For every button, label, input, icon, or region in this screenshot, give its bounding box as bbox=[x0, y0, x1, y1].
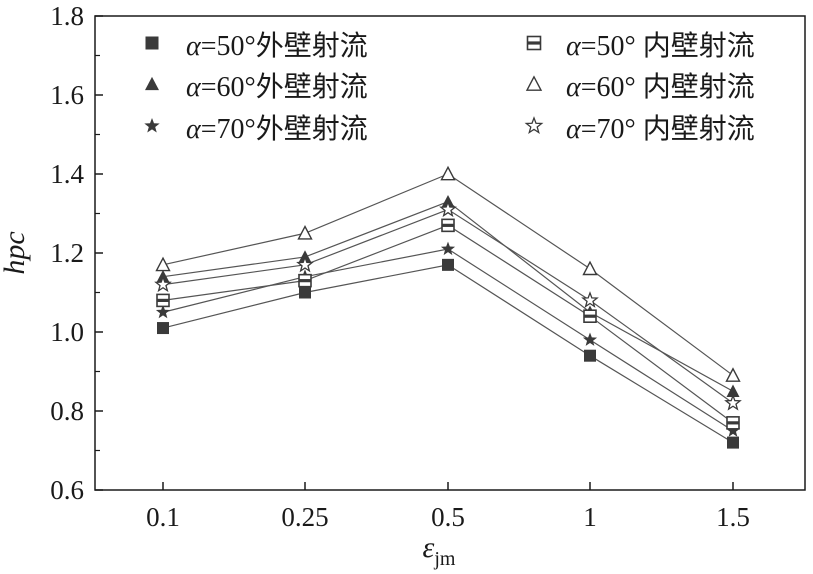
data-point-s6-1 bbox=[154, 275, 172, 293]
legend-entry-5: α=60° 内壁射流 bbox=[525, 71, 755, 103]
legend-label-2: α=60°外壁射流 bbox=[186, 71, 368, 103]
legend-alpha-symbol: α bbox=[186, 72, 202, 103]
y-tick-label: 1.4 bbox=[50, 159, 84, 189]
legend-alpha-symbol: α bbox=[186, 31, 202, 62]
data-point-s5-5 bbox=[725, 367, 741, 382]
legend-entry-6: α=70° 内壁射流 bbox=[524, 113, 755, 145]
y-tick-label: 1.0 bbox=[50, 317, 84, 347]
x-tick-label: 0.1 bbox=[146, 502, 180, 532]
legend-label-text: =60° 内壁射流 bbox=[581, 71, 755, 103]
data-point-s1-1 bbox=[157, 322, 169, 335]
legend-label-text: =50° 内壁射流 bbox=[581, 30, 755, 62]
data-point-s6-2 bbox=[296, 255, 314, 273]
data-point-s1-2 bbox=[299, 286, 311, 299]
y-tick-label: 1.6 bbox=[50, 80, 84, 110]
data-point-s6-3 bbox=[439, 200, 457, 218]
x-tick-label: 0.25 bbox=[281, 502, 328, 532]
x-tick-label: 1 bbox=[583, 502, 597, 532]
x-axis-title: εjm bbox=[423, 531, 456, 570]
legend-label-text: =60°外壁射流 bbox=[201, 71, 368, 103]
legend-label-6: α=70° 内壁射流 bbox=[566, 113, 755, 145]
x-axis-title-main: ε bbox=[423, 531, 435, 564]
data-point-s6-4 bbox=[581, 291, 599, 308]
x-axis-title-subscript: jm bbox=[433, 548, 456, 570]
data-point-s4-2 bbox=[298, 273, 312, 288]
legend-label-text: =70° 内壁射流 bbox=[581, 113, 755, 145]
y-axis-title: hpc bbox=[0, 231, 31, 274]
series-markers bbox=[154, 165, 742, 449]
legend-marker-1 bbox=[145, 36, 159, 50]
legend-marker-6 bbox=[524, 116, 544, 135]
data-point-s1-4 bbox=[584, 349, 596, 362]
y-tick-label: 0.8 bbox=[50, 396, 84, 426]
legend-marker-2 bbox=[145, 76, 159, 91]
legend-alpha-symbol: α bbox=[186, 114, 202, 145]
legend-label-3: α=70°外壁射流 bbox=[186, 113, 368, 145]
series-line-1 bbox=[162, 264, 734, 444]
legend-alpha-symbol: α bbox=[566, 114, 582, 145]
x-tick-label: 1.5 bbox=[716, 502, 750, 532]
legend-marker-5 bbox=[525, 75, 543, 91]
y-tick-label: 0.6 bbox=[50, 475, 84, 505]
legend-label-text: =70°外壁射流 bbox=[201, 113, 368, 145]
legend-alpha-symbol: α bbox=[566, 31, 582, 62]
data-point-s3-4 bbox=[582, 332, 598, 346]
data-point-s3-5 bbox=[725, 423, 741, 437]
data-point-s3-1 bbox=[155, 304, 171, 319]
legend-label-text: =50°外壁射流 bbox=[201, 30, 368, 62]
legend-marker-4 bbox=[526, 35, 542, 51]
y-tick-label: 1.8 bbox=[50, 1, 84, 31]
x-axis: 0.1 0.25 0.5 1 1.5 bbox=[146, 482, 750, 532]
legend-entry-4: α=50° 内壁射流 bbox=[526, 30, 755, 62]
legend-alpha-symbol: α bbox=[566, 72, 582, 103]
series-line-3 bbox=[162, 248, 734, 432]
y-axis: 0.6 0.8 1.0 1.2 1.4 1.6 1.8 bbox=[50, 1, 103, 505]
data-point-s1-3 bbox=[442, 258, 454, 271]
legend-label-5: α=60° 内壁射流 bbox=[566, 71, 755, 103]
y-tick-label: 1.2 bbox=[50, 238, 84, 268]
series-line-4 bbox=[162, 224, 734, 424]
series-lines bbox=[162, 173, 734, 444]
x-tick-label: 0.5 bbox=[431, 502, 465, 532]
data-point-s6-5 bbox=[724, 393, 742, 411]
legend-label-4: α=50° 内壁射流 bbox=[566, 30, 755, 62]
data-point-s4-4 bbox=[583, 309, 597, 324]
data-point-s4-3 bbox=[441, 218, 455, 233]
legend-marker-3 bbox=[144, 117, 160, 133]
legend-entry-2: α=60°外壁射流 bbox=[145, 71, 368, 103]
data-point-s4-1 bbox=[156, 293, 170, 308]
data-point-s5-4 bbox=[582, 260, 598, 276]
legend-entry-3: α=70°外壁射流 bbox=[144, 113, 368, 145]
data-point-s3-3 bbox=[440, 241, 456, 256]
data-point-s2-5 bbox=[726, 384, 740, 397]
data-point-s5-3 bbox=[440, 165, 456, 181]
legend-entry-1: α=50°外壁射流 bbox=[145, 30, 368, 62]
data-point-s5-2 bbox=[297, 225, 313, 240]
data-point-s4-5 bbox=[726, 416, 740, 430]
data-point-s5-1 bbox=[155, 256, 171, 272]
legend-label-1: α=50°外壁射流 bbox=[186, 30, 368, 62]
data-point-s1-5 bbox=[727, 436, 739, 449]
